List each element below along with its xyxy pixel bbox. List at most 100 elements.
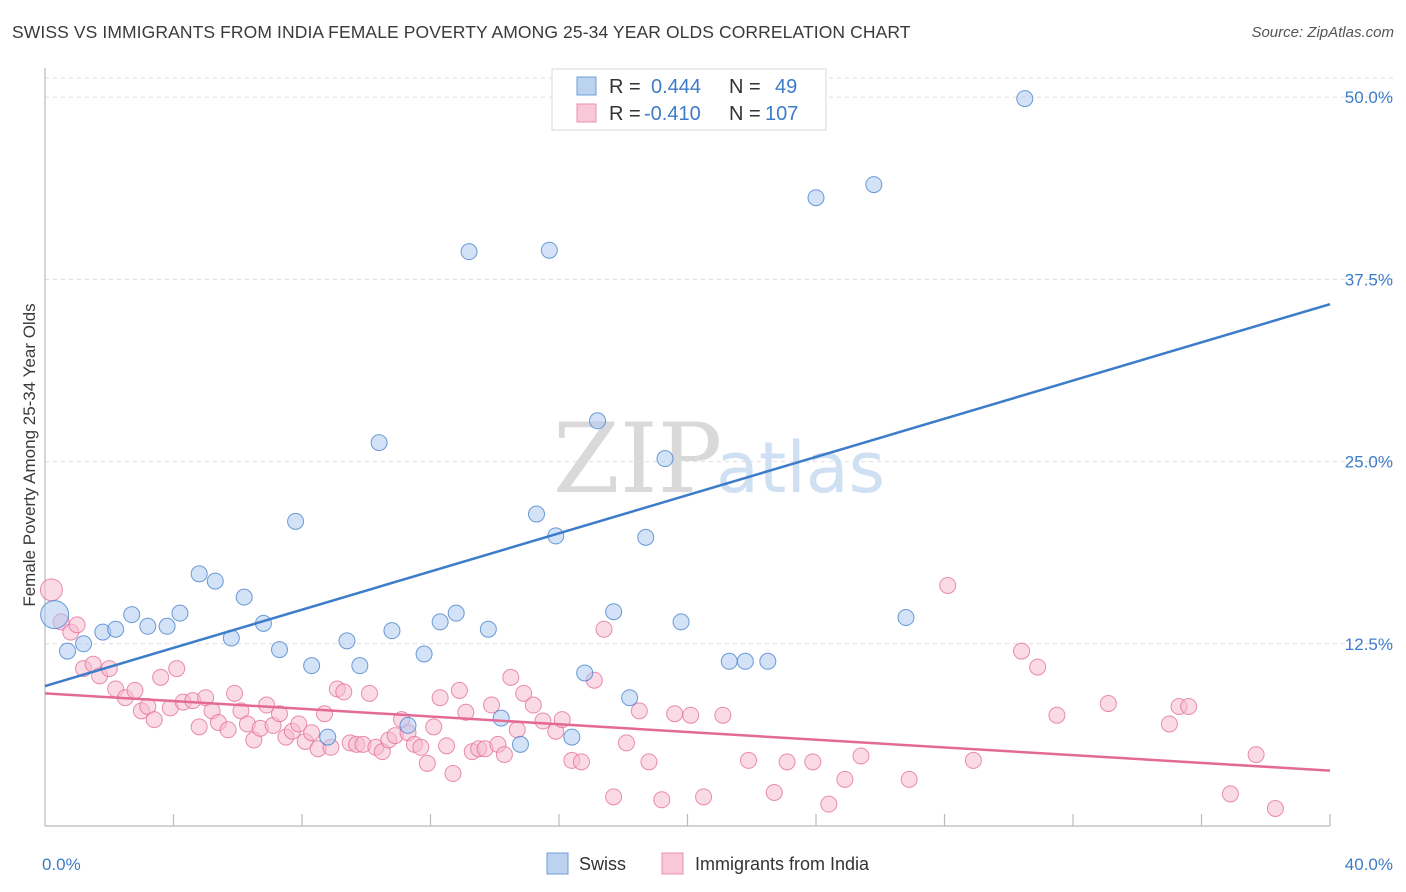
swiss-point	[865, 176, 883, 194]
swiss-point	[576, 664, 594, 682]
india-point	[508, 721, 526, 739]
india-point	[412, 738, 430, 756]
india-point	[630, 702, 648, 720]
india-point	[303, 724, 321, 742]
swiss-point	[540, 241, 558, 259]
india-point	[1013, 642, 1031, 660]
swiss-point	[107, 620, 125, 638]
x-tick-label: 0.0%	[42, 855, 81, 874]
swiss-point	[206, 572, 224, 590]
india-point	[534, 712, 552, 730]
india-point	[804, 753, 822, 771]
legend-n-value-1: 49	[775, 76, 797, 98]
india-point	[595, 620, 613, 638]
india-point	[666, 705, 684, 723]
india-point	[515, 684, 533, 702]
swiss-point	[720, 652, 738, 670]
india-point	[483, 696, 501, 714]
y-tick-label: 25.0%	[1345, 453, 1393, 472]
source-credit: Source: ZipAtlas.com	[1251, 24, 1394, 41]
watermark: ZIP atlas	[553, 403, 885, 515]
swiss-point	[58, 642, 76, 660]
swiss-point	[235, 588, 253, 606]
top-legend: R = 0.444 N = 49 R = -0.410 N = 107	[551, 68, 827, 131]
india-point	[335, 683, 353, 701]
swiss-trend-line	[44, 302, 1331, 688]
swiss-point	[370, 434, 388, 452]
india-point	[1048, 706, 1066, 724]
swiss-point	[1016, 90, 1034, 108]
swiss-point	[479, 620, 497, 638]
india-point	[852, 747, 870, 765]
india-point	[457, 703, 475, 721]
swiss-point	[431, 613, 449, 631]
swiss-point	[123, 606, 141, 624]
swiss-point	[415, 645, 433, 663]
legend-r-value-1: 0.444	[651, 76, 701, 98]
india-point	[714, 706, 732, 724]
india-point	[271, 705, 289, 723]
india-point	[39, 578, 63, 602]
legend-n-value-2: 107	[765, 103, 798, 125]
swiss-point	[637, 528, 655, 546]
y-tick-label: 37.5%	[1345, 270, 1393, 289]
swiss-point	[621, 689, 639, 707]
bottom-legend: Swiss Immigrants from India	[546, 852, 870, 875]
india-point	[836, 770, 854, 788]
swiss-point	[492, 709, 510, 727]
swiss-point	[303, 657, 321, 675]
legend-r-value-2: -0.410	[644, 103, 701, 125]
legend-r-label-1: R =	[609, 76, 641, 98]
india-points	[39, 576, 1284, 818]
watermark-atlas: atlas	[716, 427, 885, 509]
gridlines	[45, 77, 1395, 645]
india-point	[964, 751, 982, 769]
swiss-point	[171, 604, 189, 622]
swiss-point	[528, 505, 546, 523]
india-point	[820, 795, 838, 813]
swiss-point	[271, 641, 289, 659]
y-tick-label: 50.0%	[1345, 88, 1393, 107]
india-point	[640, 753, 658, 771]
legend-n-label-1: N =	[729, 76, 761, 98]
legend-swatch-swiss	[576, 76, 597, 96]
india-trend-line	[44, 692, 1331, 772]
bottom-legend-india: Immigrants from India	[695, 854, 870, 874]
india-point	[1221, 785, 1239, 803]
india-point	[1099, 695, 1117, 713]
swiss-point	[605, 603, 623, 621]
india-point	[168, 660, 186, 678]
swiss-point	[656, 450, 674, 468]
chart-title: SWISS VS IMMIGRANTS FROM INDIA FEMALE PO…	[12, 22, 911, 42]
swiss-point	[447, 604, 465, 622]
india-point	[450, 681, 468, 699]
india-point	[653, 791, 671, 809]
india-point	[939, 576, 957, 594]
india-point	[495, 746, 513, 764]
legend-box	[551, 68, 827, 131]
y-axis-label: Female Poverty Among 25-34 Year Olds	[20, 303, 39, 606]
india-point	[418, 754, 436, 772]
india-point	[1180, 697, 1198, 715]
tick-labels: 12.5% 25.0% 37.5% 50.0% 0.0% 40.0%	[42, 88, 1393, 874]
india-point	[431, 689, 449, 707]
bottom-legend-swatch-swiss	[546, 852, 569, 875]
india-point	[605, 788, 623, 806]
india-point	[502, 668, 520, 686]
india-point	[360, 684, 378, 702]
india-point	[1266, 800, 1284, 818]
india-point	[1029, 658, 1047, 676]
x-tick-label: 40.0%	[1345, 855, 1393, 874]
swiss-point	[460, 243, 478, 261]
swiss-point	[897, 609, 915, 627]
y-tick-label: 12.5%	[1345, 635, 1393, 654]
india-point	[778, 753, 796, 771]
swiss-point	[399, 716, 417, 734]
trend-lines	[44, 302, 1331, 772]
bottom-legend-swiss: Swiss	[579, 854, 626, 874]
india-point	[682, 706, 700, 724]
legend-r-label-2: R =	[609, 103, 641, 125]
swiss-point	[75, 635, 93, 653]
swiss-point	[158, 617, 176, 635]
